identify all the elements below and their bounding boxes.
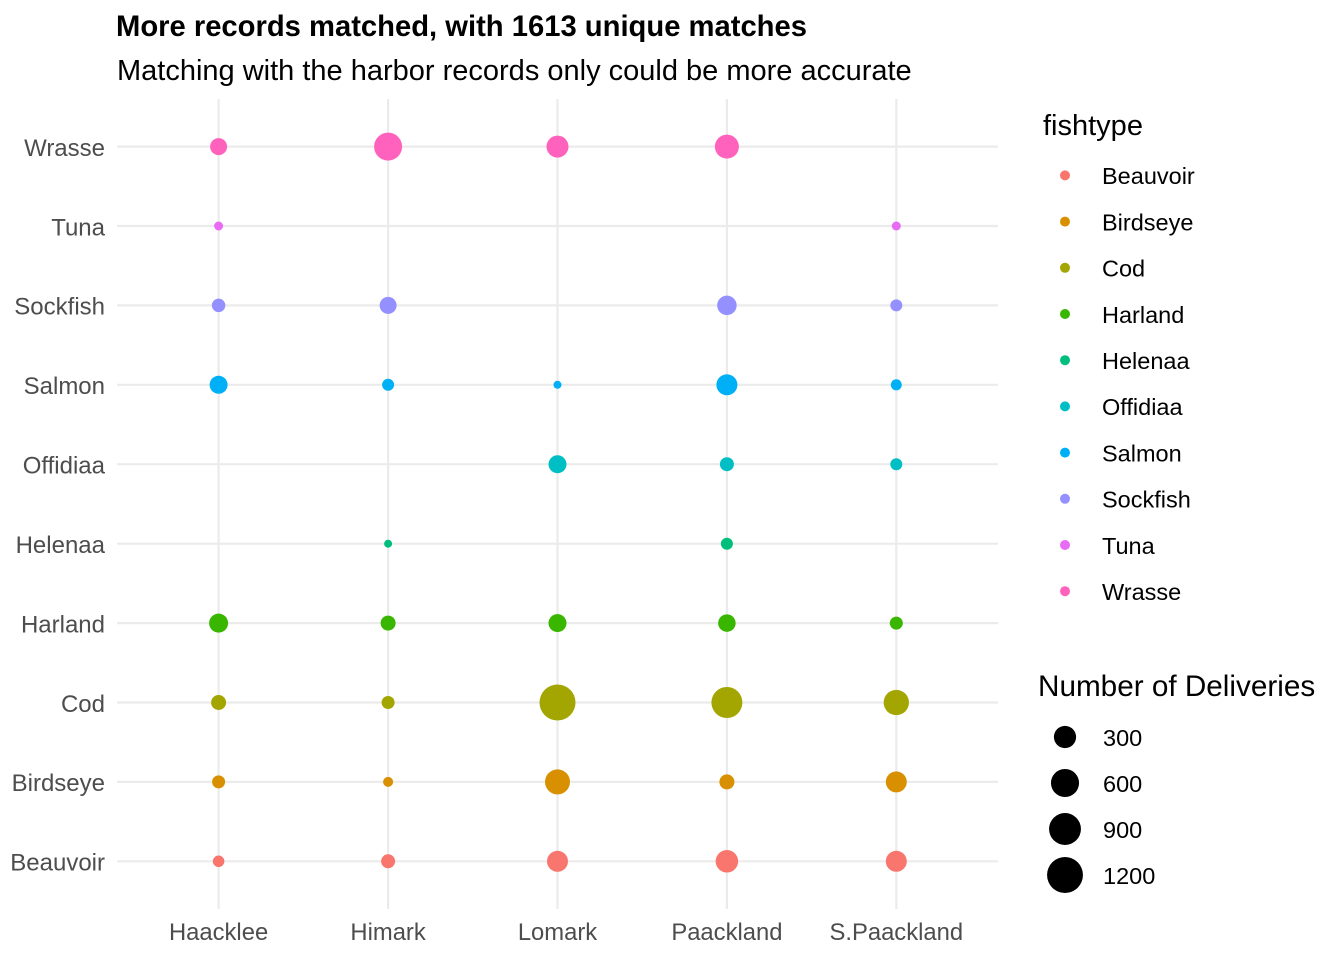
svg-text:1200: 1200 — [1103, 863, 1155, 889]
svg-text:Himark: Himark — [350, 919, 425, 946]
svg-text:Tuna: Tuna — [1102, 533, 1156, 559]
svg-text:Cod: Cod — [1102, 256, 1145, 282]
svg-text:Haacklee: Haacklee — [169, 919, 268, 946]
svg-text:900: 900 — [1103, 817, 1142, 843]
svg-text:Wrasse: Wrasse — [24, 135, 105, 162]
svg-text:More records matched, with 161: More records matched, with 1613 unique m… — [116, 11, 807, 43]
svg-text:Salmon: Salmon — [1102, 440, 1182, 466]
svg-text:Beauvoir: Beauvoir — [1102, 163, 1195, 189]
svg-text:Helenaa: Helenaa — [1102, 348, 1190, 374]
svg-text:Beauvoir: Beauvoir — [10, 850, 105, 877]
svg-text:Salmon: Salmon — [24, 373, 105, 400]
svg-text:Offidiaa: Offidiaa — [1102, 394, 1183, 420]
svg-text:300: 300 — [1103, 725, 1142, 751]
svg-text:Helenaa: Helenaa — [16, 532, 106, 559]
svg-text:Cod: Cod — [61, 691, 105, 718]
svg-text:Lomark: Lomark — [518, 919, 597, 946]
svg-text:Sockfish: Sockfish — [1102, 487, 1191, 513]
svg-text:Paackland: Paackland — [671, 919, 782, 946]
svg-text:600: 600 — [1103, 771, 1142, 797]
svg-text:Matching with the harbor recor: Matching with the harbor records only co… — [117, 55, 912, 87]
svg-text:Sockfish: Sockfish — [14, 294, 105, 321]
svg-text:Number of Deliveries: Number of Deliveries — [1038, 670, 1315, 703]
svg-text:Offidiaa: Offidiaa — [23, 453, 106, 480]
svg-text:Birdseye: Birdseye — [1102, 209, 1193, 235]
svg-text:Harland: Harland — [1102, 302, 1184, 328]
svg-text:Harland: Harland — [21, 611, 105, 638]
svg-text:Birdseye: Birdseye — [12, 770, 105, 797]
svg-text:S.Paackland: S.Paackland — [829, 919, 963, 946]
svg-text:Tuna: Tuna — [51, 214, 105, 241]
svg-text:fishtype: fishtype — [1043, 110, 1143, 142]
svg-text:Wrasse: Wrasse — [1102, 579, 1181, 605]
